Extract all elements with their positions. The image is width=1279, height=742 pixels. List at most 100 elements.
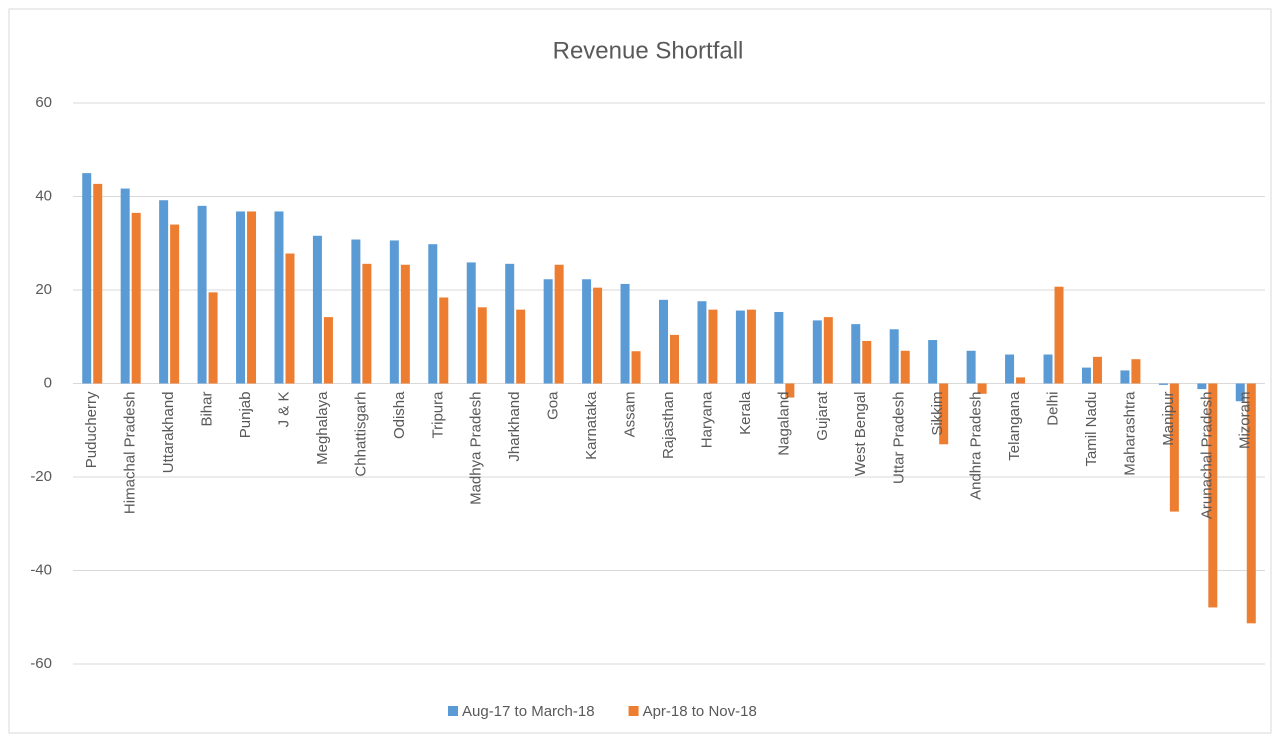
x-tick-label: Goa [545,391,562,420]
bar [1131,359,1141,384]
bar [82,173,92,384]
bar [593,287,603,384]
bar [505,263,515,384]
x-tick-label: Jharkhand [506,392,523,462]
x-tick-label: Meghalaya [314,391,331,465]
x-tick-label: Madhya Pradesh [468,392,485,505]
bar [554,264,564,384]
x-tick-label: Rajasthan [660,392,677,460]
y-tick-label: -20 [30,468,52,485]
y-tick-label: -60 [30,655,52,672]
bar [1043,354,1053,384]
bar [466,262,476,384]
x-tick-label: Himachal Pradesh [122,392,139,515]
legend-swatch [448,706,458,716]
bar [746,309,756,384]
y-tick-label: 0 [44,374,52,391]
bar [1197,383,1207,390]
y-tick-label: -40 [30,561,52,578]
bar [285,253,295,384]
x-tick-label: Bihar [199,392,216,427]
bar [428,244,438,384]
x-tick-label: Arunachal Pradesh [1198,392,1215,520]
bar [120,188,130,384]
x-tick-label: Manipur [1160,392,1177,446]
bar [862,340,872,384]
bar [889,329,899,384]
y-tick-label: 40 [35,187,52,204]
bar [620,283,630,384]
x-tick-label: J & K [275,392,292,428]
x-tick-label: Uttar Pradesh [891,392,908,485]
bar [631,351,641,384]
bar [900,350,910,384]
x-tick-label: Andhra Pradesh [968,392,985,500]
x-tick-label: Puducherry [83,391,100,468]
x-tick-label: West Bengal [852,392,869,477]
bar [516,309,526,384]
bar [659,299,668,384]
bar [928,340,938,384]
bar [1235,383,1245,402]
bar [323,317,333,384]
bar [351,239,361,384]
legend-swatch [628,706,639,716]
x-tick-label: Tamil Nadu [1083,392,1100,467]
bar [1054,286,1064,384]
bar [774,311,784,384]
x-tick-label: Tripura [429,391,446,439]
bar [1246,383,1256,624]
bar [439,297,449,384]
bar [708,309,718,384]
bar [247,211,257,384]
bar [93,183,103,384]
bar [543,279,553,384]
bar [977,383,987,394]
bar [1208,383,1218,608]
x-tick-label: Assam [622,392,639,438]
y-tick-label: 20 [35,281,52,298]
bar [170,224,180,384]
x-tick-label: Sikkim [929,392,946,436]
x-tick-label: Telangana [1006,391,1023,461]
bar [159,200,169,384]
bar [966,350,976,384]
x-tick-label: Nagaland [775,392,792,456]
x-tick-label: Uttarakhand [160,392,177,474]
x-tick-label: Kerala [737,391,754,435]
x-tick-label: Gujarat [814,391,831,441]
legend-label: Aug-17 to March-18 [462,703,595,720]
bar [362,263,372,384]
bar [670,334,679,384]
x-tick-label: Haryana [698,391,715,448]
x-tick-label: Mizoram [1237,392,1254,450]
bar [197,205,207,384]
x-tick-label: Chhattisgarh [352,392,369,477]
bar [735,310,745,384]
x-tick-label: Punjab [237,392,254,439]
bar [1092,356,1102,384]
bar [1081,367,1091,384]
bar [1158,383,1168,385]
bar [312,235,322,384]
x-tick-label: Delhi [1044,392,1061,426]
bar [1120,370,1130,384]
bar [582,279,592,384]
bar [1016,377,1026,384]
bar [785,383,795,398]
x-tick-label: Maharashtra [1121,391,1138,476]
bar [236,211,246,384]
bar [1005,354,1015,384]
bar [274,211,284,384]
bar [697,301,707,384]
chart-title: Revenue Shortfall [553,37,744,64]
bar [1169,383,1179,512]
bar [939,383,949,445]
bar [208,292,218,384]
x-tick-label: Odisha [391,391,408,439]
bar [851,324,861,384]
y-tick-label: 60 [35,94,52,111]
legend-label: Apr-18 to Nov-18 [643,703,757,720]
